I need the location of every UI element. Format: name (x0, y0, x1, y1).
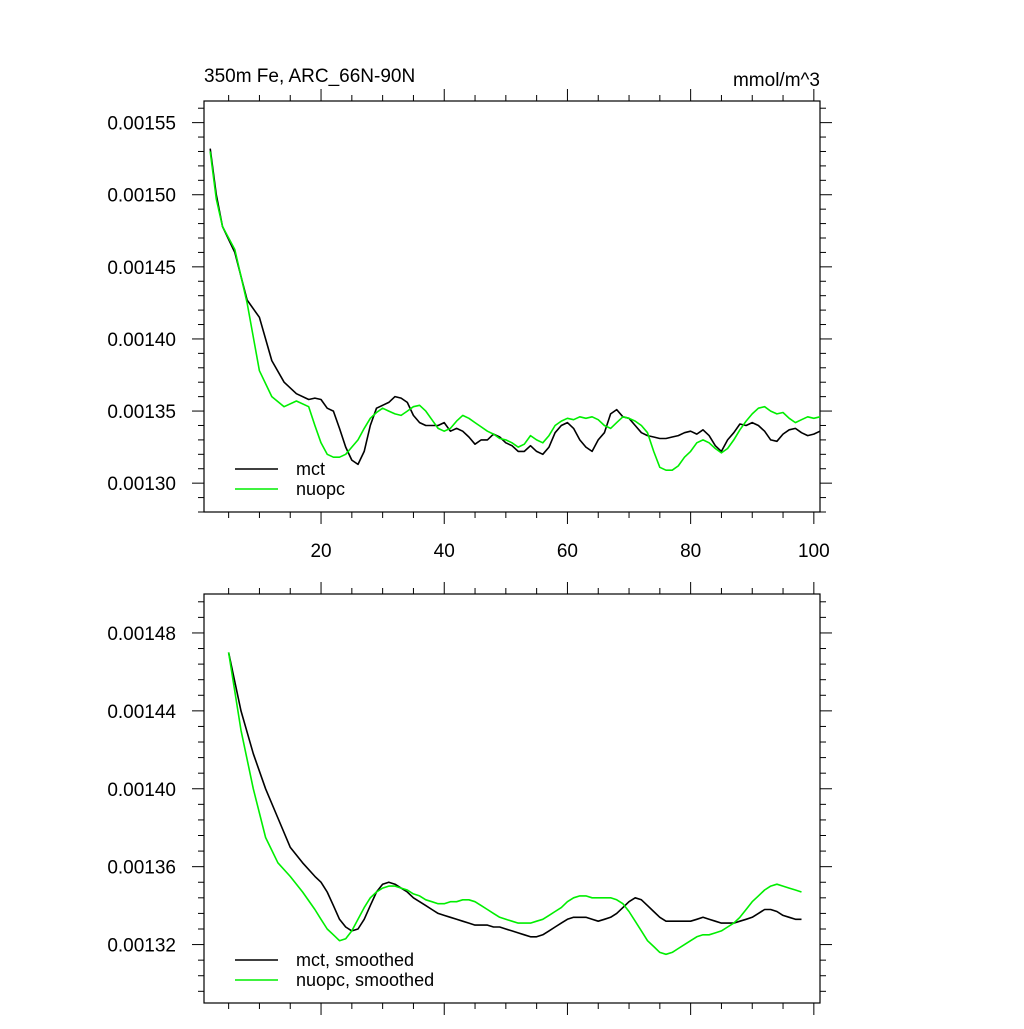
series-line-2 (209, 151, 821, 472)
legend-label: mct, smoothed (296, 950, 414, 970)
legend-label: nuopc (296, 479, 345, 499)
y-tick-label: 0.00155 (107, 114, 176, 135)
legend-label: nuopc, smoothed (296, 970, 434, 990)
series-line-1 (227, 652, 802, 938)
y-tick-label: 0.00135 (107, 402, 176, 423)
plot-frame (203, 593, 821, 1004)
y-tick-label: 0.00150 (107, 186, 176, 207)
y-tick-label: 0.00144 (107, 702, 176, 723)
chart-title: 350m Fe, ARC_66N-90N (204, 66, 415, 87)
x-tick-label: 20 (310, 541, 331, 562)
y-tick-label: 0.00145 (107, 258, 176, 279)
y-tick-label: 0.00132 (107, 936, 176, 957)
x-tick-label: 100 (798, 541, 830, 562)
x-tick-label: 40 (434, 541, 455, 562)
panel-1: 20 40 60 80 100 0.00130 0.00135 0.00140 0.00145 0… (107, 89, 832, 562)
chart-units: mmol/m^3 (733, 70, 820, 91)
y-tick-label: 0.00130 (107, 474, 176, 495)
y-tick-label: 0.00140 (107, 330, 176, 351)
y-tick-label: 0.00140 (107, 780, 176, 801)
plot-frame (203, 100, 821, 513)
series-line-1 (209, 148, 821, 466)
series-line-2 (227, 652, 802, 956)
y-tick-label: 0.00136 (107, 858, 176, 879)
panel-2: 0.00132 0.00136 0.00140 0.00144 0.00148 mct, … (107, 582, 832, 1015)
x-tick-label: 80 (680, 541, 701, 562)
x-tick-label: 60 (557, 541, 578, 562)
legend-label: mct (296, 459, 325, 479)
y-tick-label: 0.00148 (107, 624, 176, 645)
